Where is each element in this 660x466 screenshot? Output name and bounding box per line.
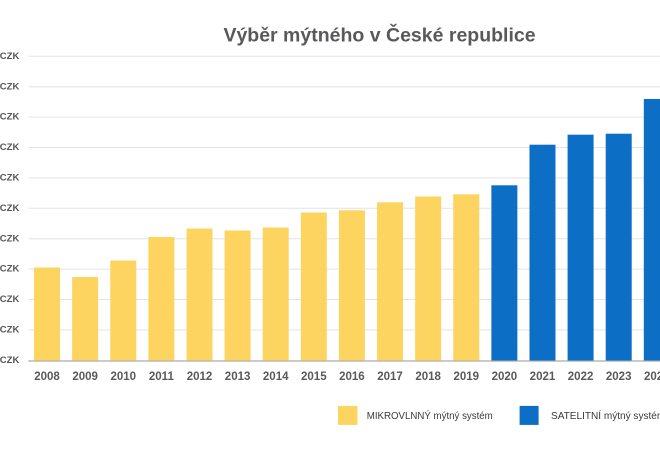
svg-text:2014: 2014 [263, 371, 289, 383]
svg-text:2020: 2020 [492, 371, 518, 383]
svg-text:CZK: CZK [0, 325, 19, 336]
svg-text:2010: 2010 [110, 371, 136, 383]
svg-text:CZK: CZK [0, 294, 19, 305]
svg-text:2015: 2015 [301, 371, 327, 383]
svg-text:CZK: CZK [0, 203, 19, 214]
svg-text:2022: 2022 [568, 371, 594, 383]
svg-text:CZK: CZK [0, 51, 19, 62]
svg-text:2018: 2018 [415, 371, 441, 383]
svg-text:2021: 2021 [530, 371, 556, 383]
svg-text:2008: 2008 [34, 371, 60, 383]
svg-text:2011: 2011 [149, 371, 175, 383]
svg-text:CZK: CZK [0, 233, 19, 244]
svg-text:2017: 2017 [377, 371, 403, 383]
svg-text:2019: 2019 [453, 371, 479, 383]
svg-text:CZK: CZK [0, 355, 19, 366]
svg-text:2013: 2013 [225, 371, 251, 383]
svg-text:CZK: CZK [0, 112, 19, 123]
svg-text:2012: 2012 [187, 371, 213, 383]
svg-text:2009: 2009 [72, 371, 98, 383]
svg-text:2016: 2016 [339, 371, 365, 383]
svg-text:CZK: CZK [0, 81, 19, 92]
svg-text:CZK: CZK [0, 142, 19, 153]
svg-text:2023: 2023 [606, 371, 632, 383]
svg-text:Výběr mýtného v České republic: Výběr mýtného v České republice [223, 22, 535, 46]
svg-text:MIKROVLNNÝ mýtný systém: MIKROVLNNÝ mýtný systém [367, 411, 493, 422]
svg-text:CZK: CZK [0, 173, 19, 184]
svg-text:CZK: CZK [0, 264, 19, 275]
svg-text:2024: 2024 [644, 371, 660, 383]
svg-text:SATELITNÍ mýtný systém: SATELITNÍ mýtný systém [551, 409, 660, 422]
